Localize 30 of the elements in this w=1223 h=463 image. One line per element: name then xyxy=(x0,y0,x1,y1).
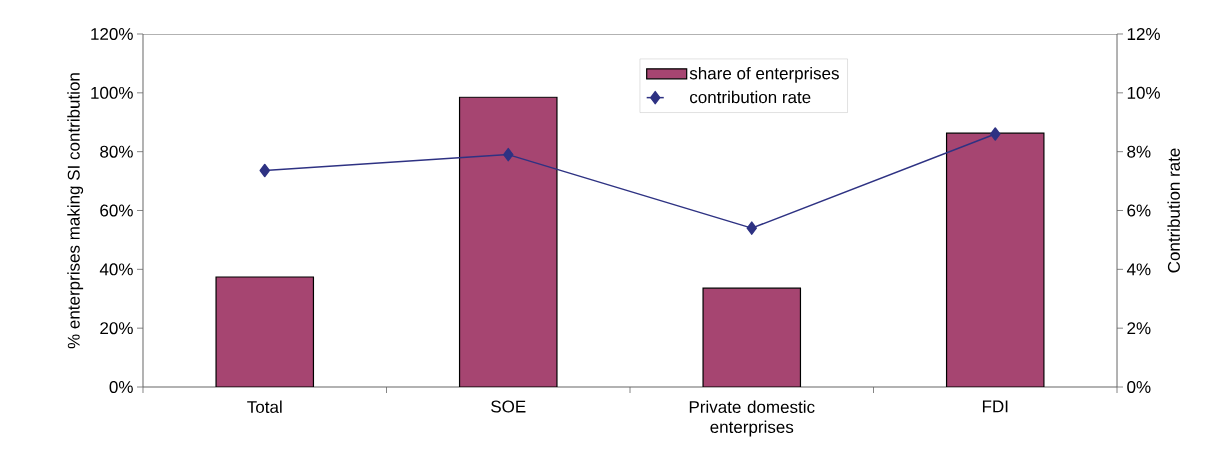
y-tick-label: 60% xyxy=(100,204,133,217)
x-tick-label: SOE xyxy=(491,400,526,413)
point xyxy=(990,127,1001,141)
y-tick-label: 100% xyxy=(91,86,133,99)
point xyxy=(503,147,514,162)
y2-tick-label: 12% xyxy=(1127,28,1160,40)
y2-tick-label: 0% xyxy=(1127,380,1151,394)
y2-tick-label: 6% xyxy=(1127,204,1151,217)
x-tick-label: FDI xyxy=(982,400,1008,413)
y-tick-label: 40% xyxy=(99,263,133,276)
y2-tick-label: 10% xyxy=(1127,86,1160,99)
bar xyxy=(702,287,802,387)
legend-label: contribution rate xyxy=(690,90,811,104)
y-axis-title: % enterprises making SI contribution xyxy=(67,73,84,349)
y-tick-label: 120% xyxy=(91,27,133,41)
bar xyxy=(215,276,315,387)
legend-label: share of enterprises xyxy=(689,66,839,83)
x-tick-label: Private domestic enterprises xyxy=(689,400,815,437)
point xyxy=(746,221,758,235)
y-tick-label: 20% xyxy=(100,322,133,335)
bar xyxy=(945,132,1045,387)
y2-tick-label: 2% xyxy=(1127,322,1151,335)
y-tick-label: 80% xyxy=(100,145,133,158)
y2-axis-title: Contribution rate xyxy=(1167,148,1180,273)
bar xyxy=(458,96,558,387)
y2-tick-label: 8% xyxy=(1127,145,1151,158)
y-tick-label: 0% xyxy=(109,380,133,394)
x-tick-label: Total xyxy=(247,400,282,414)
point xyxy=(259,163,270,178)
y2-tick-label: 4% xyxy=(1126,263,1151,276)
